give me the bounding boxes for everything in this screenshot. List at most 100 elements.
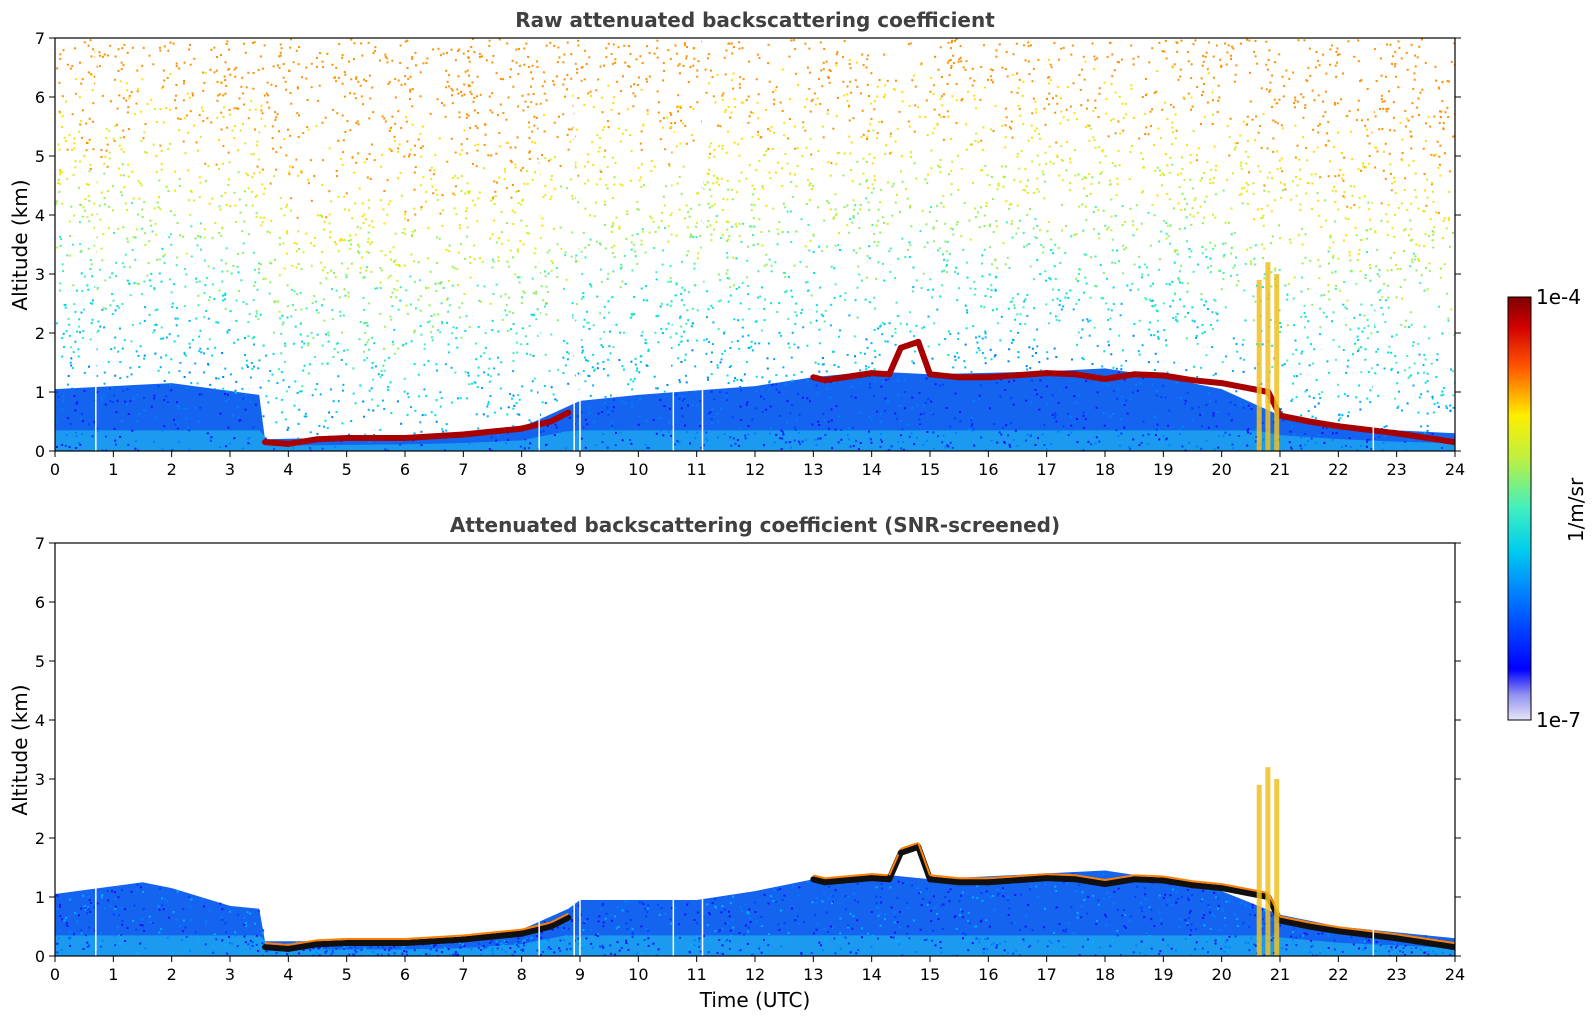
noise-pixel bbox=[1072, 82, 1075, 85]
noise-pixel bbox=[190, 225, 193, 228]
noise-pixel bbox=[1181, 425, 1184, 428]
noise-pixel bbox=[1083, 187, 1086, 190]
noise-pixel bbox=[1386, 233, 1389, 236]
noise-pixel bbox=[918, 391, 921, 394]
noise-pixel bbox=[158, 272, 161, 275]
noise-pixel bbox=[883, 53, 886, 56]
noise-pixel bbox=[626, 210, 629, 213]
noise-pixel bbox=[838, 442, 841, 445]
noise-pixel bbox=[1147, 361, 1150, 364]
noise-pixel bbox=[765, 253, 768, 256]
noise-pixel bbox=[442, 52, 445, 55]
noise-pixel bbox=[354, 233, 357, 236]
noise-pixel bbox=[1248, 39, 1251, 42]
noise-pixel bbox=[1385, 75, 1388, 78]
noise-pixel bbox=[713, 155, 716, 158]
noise-pixel bbox=[289, 46, 292, 49]
noise-pixel bbox=[450, 137, 453, 140]
noise-pixel bbox=[754, 407, 757, 410]
noise-pixel bbox=[301, 385, 304, 388]
noise-pixel bbox=[1224, 221, 1227, 224]
noise-pixel bbox=[930, 149, 933, 152]
noise-pixel bbox=[284, 80, 287, 83]
noise-pixel bbox=[325, 277, 328, 280]
noise-pixel bbox=[275, 168, 278, 171]
noise-pixel bbox=[865, 180, 868, 183]
noise-pixel bbox=[109, 387, 112, 390]
noise-pixel bbox=[224, 92, 227, 95]
noise-pixel bbox=[702, 187, 705, 190]
noise-pixel bbox=[1130, 44, 1133, 47]
noise-pixel bbox=[1090, 443, 1093, 446]
noise-pixel bbox=[640, 88, 643, 91]
noise-pixel bbox=[753, 225, 756, 228]
noise-pixel bbox=[403, 228, 406, 231]
noise-pixel bbox=[1062, 46, 1065, 49]
noise-pixel bbox=[605, 184, 608, 187]
noise-pixel bbox=[679, 142, 682, 145]
noise-pixel bbox=[904, 391, 906, 394]
noise-pixel bbox=[1042, 246, 1045, 249]
noise-pixel bbox=[1192, 215, 1195, 218]
noise-pixel bbox=[1215, 44, 1218, 47]
noise-pixel bbox=[843, 94, 846, 97]
noise-pixel bbox=[713, 149, 716, 151]
noise-pixel bbox=[1434, 65, 1437, 68]
noise-pixel bbox=[419, 184, 422, 187]
noise-pixel bbox=[741, 380, 743, 382]
noise-pixel bbox=[639, 361, 642, 363]
noise-pixel bbox=[680, 407, 683, 410]
noise-pixel bbox=[970, 416, 973, 419]
noise-pixel bbox=[339, 310, 342, 313]
noise-pixel bbox=[119, 80, 122, 83]
noise-pixel bbox=[1296, 100, 1299, 103]
noise-pixel bbox=[1309, 259, 1312, 262]
noise-pixel bbox=[1235, 64, 1238, 67]
noise-pixel bbox=[101, 94, 104, 97]
noise-pixel bbox=[873, 233, 876, 236]
noise-pixel bbox=[1094, 106, 1097, 109]
noise-pixel bbox=[964, 304, 967, 307]
noise-pixel bbox=[1358, 197, 1361, 200]
noise-pixel bbox=[684, 125, 687, 127]
noise-pixel bbox=[1322, 115, 1325, 118]
noise-pixel bbox=[584, 246, 587, 249]
noise-pixel bbox=[577, 39, 580, 42]
noise-pixel bbox=[310, 62, 313, 65]
noise-pixel bbox=[245, 172, 248, 175]
noise-pixel bbox=[174, 189, 176, 192]
noise-pixel bbox=[1375, 80, 1378, 82]
noise-pixel bbox=[1438, 87, 1441, 90]
noise-pixel bbox=[856, 160, 859, 163]
noise-pixel bbox=[848, 438, 851, 441]
noise-pixel bbox=[894, 343, 897, 346]
noise-pixel bbox=[792, 196, 795, 198]
noise-pixel bbox=[941, 270, 943, 273]
noise-pixel bbox=[951, 228, 954, 231]
noise-pixel bbox=[791, 404, 794, 406]
noise-pixel bbox=[737, 143, 740, 146]
noise-pixel bbox=[635, 58, 638, 61]
noise-pixel bbox=[892, 88, 895, 91]
noise-pixel bbox=[469, 261, 472, 264]
noise-pixel bbox=[450, 48, 453, 51]
noise-pixel bbox=[1426, 425, 1429, 427]
noise-pixel bbox=[763, 444, 765, 447]
noise-pixel bbox=[679, 315, 682, 318]
noise-pixel bbox=[371, 86, 374, 89]
noise-pixel bbox=[111, 293, 114, 296]
noise-pixel bbox=[262, 192, 265, 195]
noise-pixel bbox=[755, 389, 758, 392]
noise-pixel bbox=[127, 443, 130, 446]
noise-pixel bbox=[318, 84, 321, 87]
noise-pixel bbox=[794, 147, 797, 150]
noise-pixel bbox=[360, 95, 363, 98]
noise-pixel bbox=[859, 369, 862, 372]
noise-pixel bbox=[692, 236, 695, 238]
noise-pixel bbox=[277, 64, 279, 67]
noise-pixel bbox=[1342, 179, 1345, 182]
noise-pixel bbox=[981, 254, 984, 257]
noise-pixel bbox=[1022, 123, 1025, 125]
noise-pixel bbox=[1025, 185, 1028, 188]
noise-pixel bbox=[1337, 174, 1340, 177]
